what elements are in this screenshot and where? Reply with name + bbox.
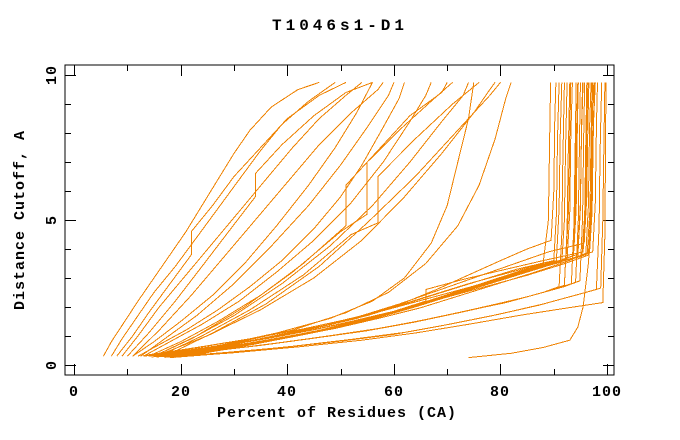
model-curve [132, 82, 373, 357]
model-curve [175, 82, 606, 358]
y-tick-label: 10 [44, 65, 61, 85]
model-curve [159, 82, 480, 357]
x-tick-label: 80 [490, 384, 510, 401]
axis-tick-labels: 0 20 40 60 80 100 0 5 10 [44, 65, 622, 401]
model-curve [140, 82, 395, 357]
y-tick-label: 0 [44, 360, 61, 370]
x-tick-label: 40 [277, 384, 297, 401]
model-curve [172, 82, 586, 357]
model-curve [169, 82, 607, 359]
x-tick-label: 60 [384, 384, 404, 401]
model-curve [121, 82, 363, 357]
model-curve [148, 82, 584, 357]
model-curve [102, 81, 320, 357]
model-curves [102, 81, 607, 359]
x-tick-label: 100 [592, 384, 622, 401]
model-curve [164, 82, 501, 357]
model-curve [159, 82, 496, 356]
y-tick-label: 5 [44, 215, 61, 225]
y-axis-label: Distance Cutoff, A [12, 130, 29, 310]
model-curve [143, 82, 432, 357]
axis-ticks [65, 65, 614, 375]
model-curve [159, 82, 594, 357]
model-curve [110, 81, 336, 357]
model-curve [468, 82, 596, 359]
model-curve [193, 82, 572, 356]
model-curve [116, 81, 347, 357]
model-curve [180, 82, 593, 356]
model-curve [148, 82, 448, 357]
model-curve [127, 81, 373, 357]
chart-title: T1046s1-D1 [272, 17, 408, 35]
model-curve [132, 82, 384, 357]
x-tick-label: 0 [69, 384, 79, 401]
x-tick-label: 20 [171, 384, 191, 401]
x-axis-label: Percent of Residues (CA) [217, 405, 457, 422]
model-curve [137, 82, 405, 357]
model-curve [153, 82, 453, 357]
model-curve [153, 82, 469, 357]
